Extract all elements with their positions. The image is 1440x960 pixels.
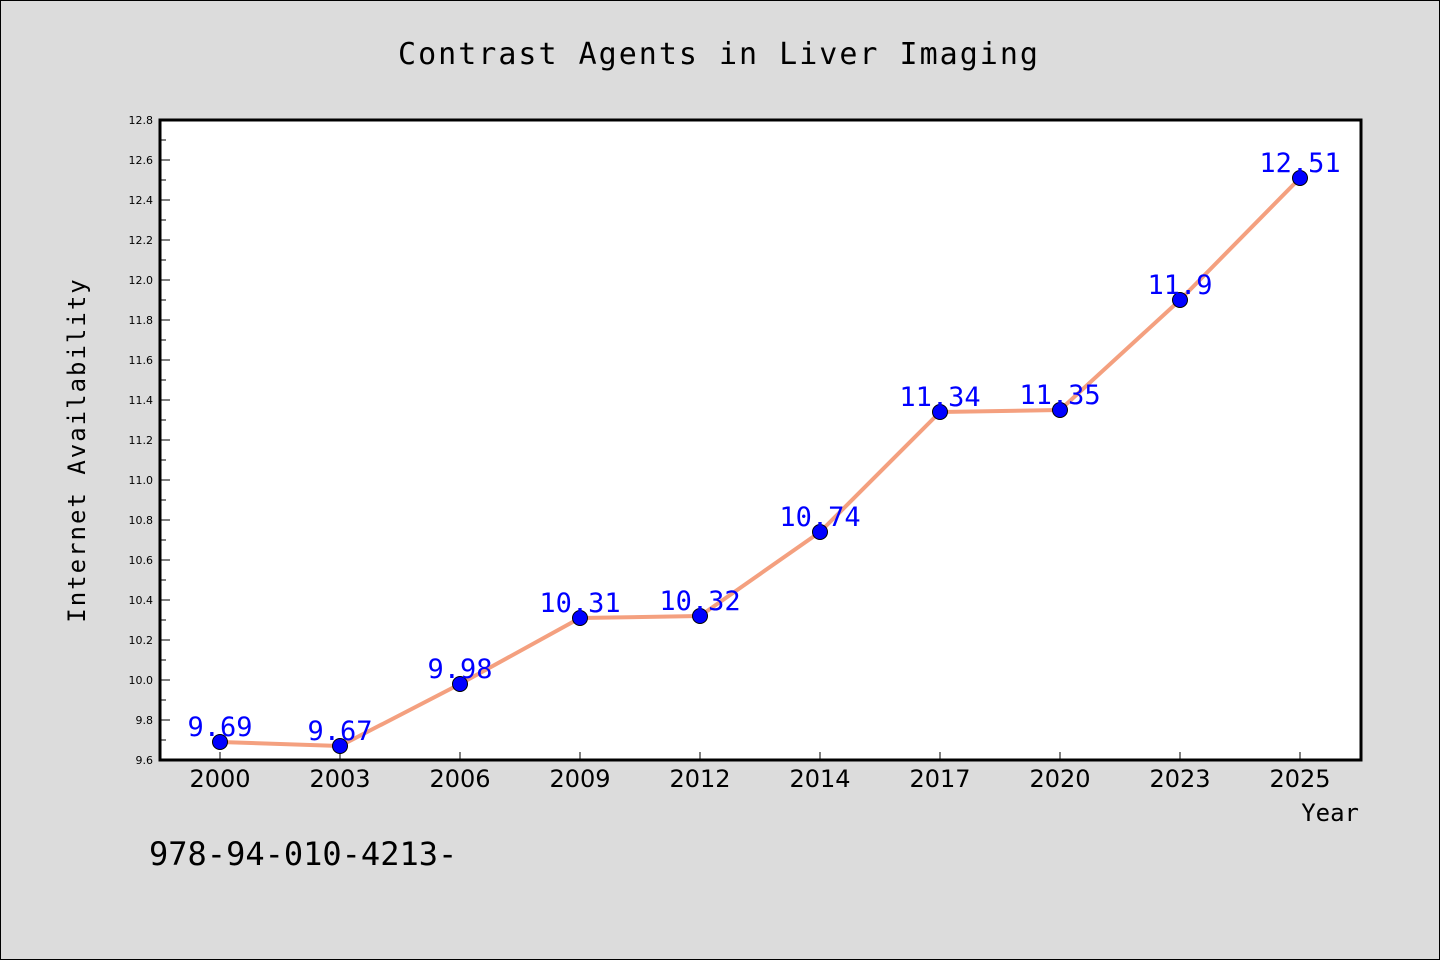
data-label: 12.51 xyxy=(1259,148,1340,179)
y-tick-label: 10.6 xyxy=(129,554,154,567)
y-tick-label: 11.0 xyxy=(129,474,154,487)
y-tick-label: 11.8 xyxy=(129,314,154,327)
data-label: 11.9 xyxy=(1147,270,1212,301)
y-tick-label: 11.4 xyxy=(129,394,154,407)
x-tick-label: 2000 xyxy=(189,765,250,793)
y-tick-label: 12.2 xyxy=(129,234,154,247)
data-label: 11.35 xyxy=(1019,380,1100,411)
y-axis-label: Internet Availability xyxy=(63,277,91,622)
x-tick-label: 2003 xyxy=(309,765,370,793)
y-tick-label: 10.0 xyxy=(129,674,154,687)
data-label: 10.32 xyxy=(659,586,740,617)
x-tick-label: 2017 xyxy=(909,765,970,793)
series-line xyxy=(218,176,1302,748)
y-tick-label: 10.2 xyxy=(129,634,154,647)
y-tick-label: 12.8 xyxy=(129,114,154,127)
data-label: 9.69 xyxy=(187,712,252,743)
data-label: 10.74 xyxy=(779,502,860,533)
footer-text: 978-94-010-4213- xyxy=(149,835,457,873)
data-point xyxy=(1052,402,1068,418)
x-axis: 2000 2003 2006 2009 2012 2014 2017 2020 2023 2025 xyxy=(189,752,1331,793)
y-tick-label: 11.6 xyxy=(129,354,154,367)
x-tick-label: 2014 xyxy=(789,765,850,793)
data-point xyxy=(452,676,468,692)
data-point xyxy=(1172,292,1188,308)
y-axis: 9.6 9.8 10.0 10.2 10.4 10.6 10.8 11.0 11.2 11.4 11… xyxy=(129,114,170,767)
data-point xyxy=(692,608,708,624)
x-tick-label: 2023 xyxy=(1149,765,1210,793)
data-label: 9.98 xyxy=(427,654,492,685)
data-point xyxy=(212,734,228,750)
data-point xyxy=(332,738,348,754)
y-tick-label: 12.0 xyxy=(129,274,154,287)
x-tick-label: 2012 xyxy=(669,765,730,793)
plot-area xyxy=(158,118,1363,762)
data-label: 9.67 xyxy=(307,716,372,747)
y-tick-label: 10.8 xyxy=(129,514,154,527)
data-point xyxy=(932,404,948,420)
y-tick-label: 11.2 xyxy=(129,434,154,447)
y-tick-label: 12.4 xyxy=(129,194,154,207)
chart-title: Contrast Agents in Liver Imaging xyxy=(398,37,1040,72)
x-tick-label: 2025 xyxy=(1269,765,1330,793)
y-tick-label: 9.6 xyxy=(136,754,154,767)
data-point xyxy=(572,610,588,626)
x-tick-label: 2009 xyxy=(549,765,610,793)
y-tick-label: 12.6 xyxy=(129,154,154,167)
data-point xyxy=(1292,170,1308,186)
y-tick-label: 9.8 xyxy=(136,714,154,727)
data-label: 11.34 xyxy=(899,382,980,413)
x-axis-label: Year xyxy=(1301,799,1359,827)
x-tick-label: 2006 xyxy=(429,765,490,793)
data-point xyxy=(812,524,828,540)
data-label: 10.31 xyxy=(539,588,620,619)
series-group: 9.69 9.67 9.98 10.31 10.32 10.74 11.34 11.35 11.… xyxy=(187,148,1341,754)
x-tick-label: 2020 xyxy=(1029,765,1090,793)
y-tick-label: 10.4 xyxy=(129,594,154,607)
